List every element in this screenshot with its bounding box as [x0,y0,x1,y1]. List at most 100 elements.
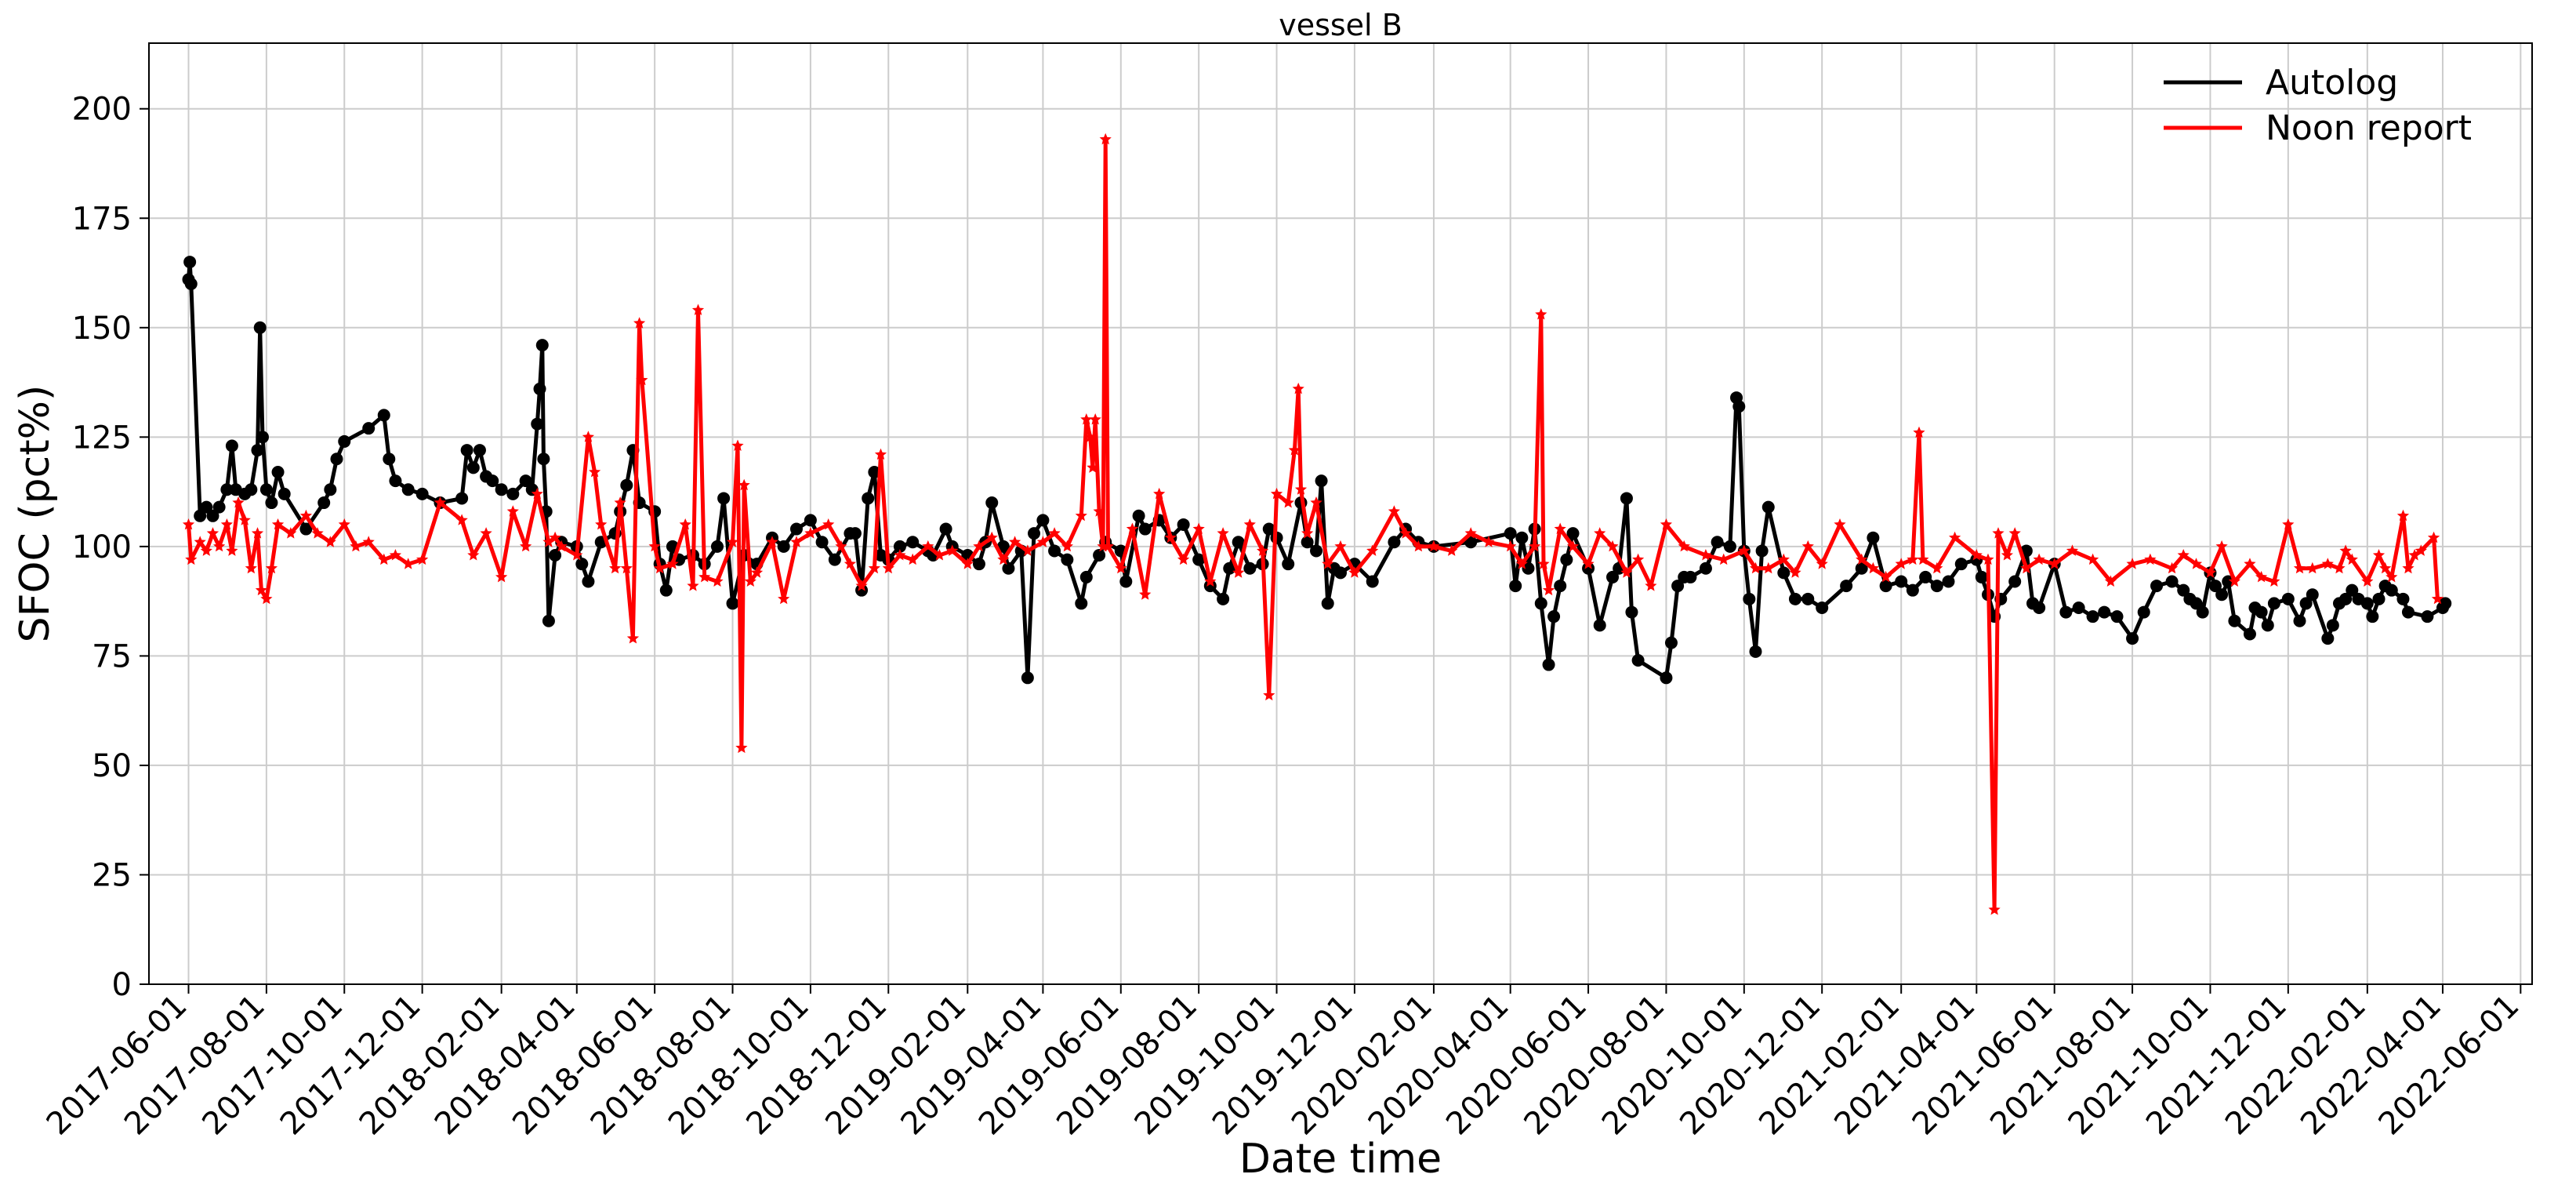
data-point [251,527,264,539]
data-point [549,531,561,543]
data-point [789,522,803,536]
series-noon-report [182,133,2444,915]
data-point [2190,597,2203,610]
data-point [2427,531,2440,543]
data-point [2293,562,2306,574]
data-point [894,549,906,561]
data-point [1761,500,1775,514]
data-point [1270,487,1283,500]
data-point [906,553,919,565]
data-point [1243,562,1257,575]
y-tick-label: 75 [92,638,132,674]
data-point [455,514,468,525]
data-point [2299,597,2313,610]
data-point [362,422,376,435]
data-point [2372,549,2386,561]
data-point [1021,544,1034,556]
data-point [299,509,312,522]
data-point [1554,580,1567,593]
data-point [778,592,790,605]
data-point [520,540,532,552]
data-point [299,522,313,536]
data-point [738,478,750,491]
data-point [1139,588,1152,600]
data-point [691,304,705,315]
data-point [1515,531,1529,544]
data-point [533,382,546,395]
data-point [473,444,486,457]
data-point [2372,592,2386,605]
legend: Autolog Noon report [2164,63,2472,148]
data-point [535,339,549,352]
data-point [2339,544,2352,556]
data-point [1664,636,1678,649]
data-point [434,496,447,508]
data-point [1535,308,1547,320]
data-point [2396,592,2410,605]
data-point [1282,496,1294,508]
data-point [1816,558,1828,569]
data-point [2396,509,2410,522]
data-point [1464,527,1477,539]
data-point [1970,549,1983,561]
data-point [260,592,273,605]
data-point [1919,570,1932,583]
data-point [1534,597,1547,610]
data-point [2255,570,2268,583]
data-point [620,478,633,492]
data-point [1982,553,1994,565]
data-point [1582,562,1595,575]
data-point [2196,605,2209,619]
data-point [2222,575,2235,588]
data-point [822,518,835,530]
data-point [2228,575,2240,587]
data-point [1399,527,1412,539]
y-tick-label: 25 [92,857,132,893]
data-point [1529,540,1541,552]
data-point [2087,553,2099,565]
data-point [1801,540,1814,552]
data-point [973,540,985,552]
data-point [985,531,998,543]
data-point [1700,549,1712,561]
data-point [2402,562,2415,574]
data-point [2137,605,2150,619]
data-point [571,549,583,561]
data-point [537,453,550,466]
data-point [1743,592,1756,605]
data-point [1942,575,1955,588]
data-point [1593,619,1606,632]
data-point [2098,605,2111,619]
data-point [1334,540,1347,552]
data-point [2144,553,2157,565]
data-point [2339,592,2353,605]
data-point [2366,610,2379,623]
data-point [717,492,731,505]
data-point [1243,518,1256,530]
data-point [804,514,817,527]
data-point [1671,580,1685,593]
data-point [1789,566,1801,578]
data-point [997,553,1010,565]
data-point [278,487,291,500]
data-point [1566,540,1580,552]
data-point [2255,605,2268,619]
chart-title: vessel B [1279,8,1402,42]
data-point [735,741,748,754]
data-point [1203,580,1217,593]
data-point [1749,562,1762,574]
data-point [2086,610,2099,623]
data-point [378,553,390,565]
data-point [1917,553,1929,565]
data-point [633,317,646,329]
data-point [2281,592,2295,605]
data-point [1061,540,1073,552]
data-point [1075,597,1088,610]
data-point [401,483,415,496]
data-point [1895,575,1908,588]
data-point [855,580,868,591]
data-point [1388,536,1401,549]
data-point [1232,536,1245,549]
data-point [416,553,429,565]
data-point [1282,558,1295,571]
